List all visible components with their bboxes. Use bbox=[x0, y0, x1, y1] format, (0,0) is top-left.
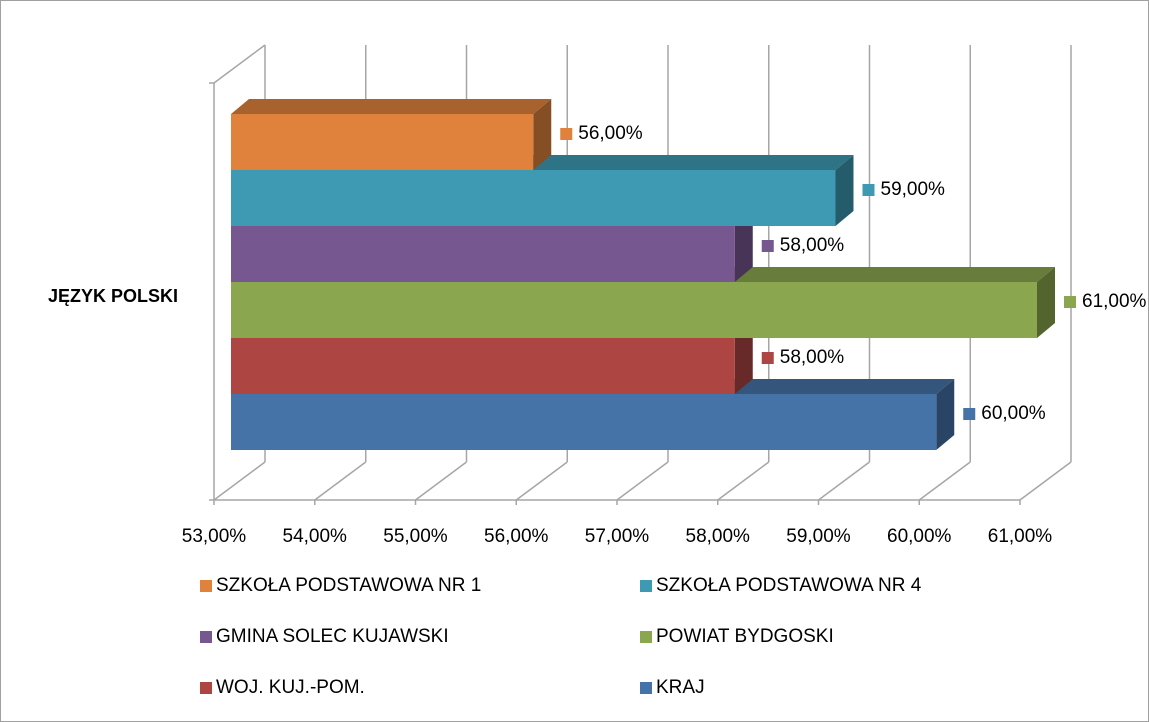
legend-swatch bbox=[640, 631, 652, 643]
legend-swatch bbox=[200, 580, 212, 592]
axis-line bbox=[213, 44, 266, 84]
legend-label: WOJ. KUJ.-POM. bbox=[216, 677, 365, 698]
category-label: JĘZYK POLSKI bbox=[48, 286, 178, 306]
value-label: 58,00% bbox=[780, 347, 845, 368]
bar-front bbox=[231, 338, 735, 394]
label-marker bbox=[963, 408, 976, 420]
x-tick-label: 57,00% bbox=[585, 526, 650, 547]
legend-swatch bbox=[640, 682, 652, 694]
bar-side bbox=[936, 379, 955, 450]
floor-line bbox=[717, 461, 770, 501]
x-tick-label: 58,00% bbox=[686, 526, 751, 547]
floor-line bbox=[918, 461, 971, 501]
bar bbox=[231, 99, 552, 170]
floor-line bbox=[1019, 461, 1072, 501]
value-label: 56,00% bbox=[578, 123, 643, 144]
x-tick-label: 53,00% bbox=[182, 526, 247, 547]
bar-front bbox=[231, 114, 534, 170]
x-tick-label: 59,00% bbox=[786, 526, 851, 547]
bar-side bbox=[734, 211, 753, 282]
legend-label: GMINA SOLEC KUJAWSKI bbox=[216, 626, 449, 647]
legend-label: SZKOŁA PODSTAWOWA NR 4 bbox=[656, 575, 922, 596]
floor-line bbox=[515, 461, 568, 501]
floor-line bbox=[818, 461, 870, 501]
legend-label: POWIAT BYDGOSKI bbox=[656, 626, 834, 647]
bar-side bbox=[533, 99, 552, 170]
value-label: 58,00% bbox=[780, 235, 845, 256]
value-label: 60,00% bbox=[981, 403, 1046, 424]
legend-swatch bbox=[200, 631, 212, 643]
label-marker bbox=[862, 184, 875, 196]
bar-front bbox=[231, 226, 735, 282]
floor-line bbox=[415, 461, 467, 501]
bar-side bbox=[734, 323, 753, 394]
x-tick-label: 56,00% bbox=[484, 526, 549, 547]
x-tick-label: 61,00% bbox=[988, 526, 1053, 547]
legend-label: KRAJ bbox=[656, 677, 705, 698]
bar-front bbox=[231, 282, 1037, 338]
label-marker bbox=[1064, 296, 1076, 308]
x-tick-label: 54,00% bbox=[283, 526, 348, 547]
label-marker bbox=[560, 128, 573, 140]
x-tick-label: 60,00% bbox=[887, 526, 952, 547]
bar-front bbox=[231, 170, 836, 226]
floor-line bbox=[213, 461, 266, 501]
label-marker bbox=[761, 352, 774, 364]
legend-label: SZKOŁA PODSTAWOWA NR 1 bbox=[216, 575, 481, 596]
bar-front bbox=[231, 394, 937, 450]
x-tick-label: 55,00% bbox=[383, 526, 448, 547]
bar-side bbox=[1037, 267, 1055, 338]
bar-side bbox=[835, 155, 854, 226]
value-label: 59,00% bbox=[881, 179, 946, 200]
floor-line bbox=[616, 461, 669, 501]
legend-swatch bbox=[200, 682, 212, 694]
label-marker bbox=[761, 240, 774, 252]
floor-line bbox=[314, 461, 367, 501]
bar-top bbox=[231, 99, 552, 114]
value-label: 61,00% bbox=[1082, 291, 1147, 312]
legend-swatch bbox=[640, 580, 652, 592]
